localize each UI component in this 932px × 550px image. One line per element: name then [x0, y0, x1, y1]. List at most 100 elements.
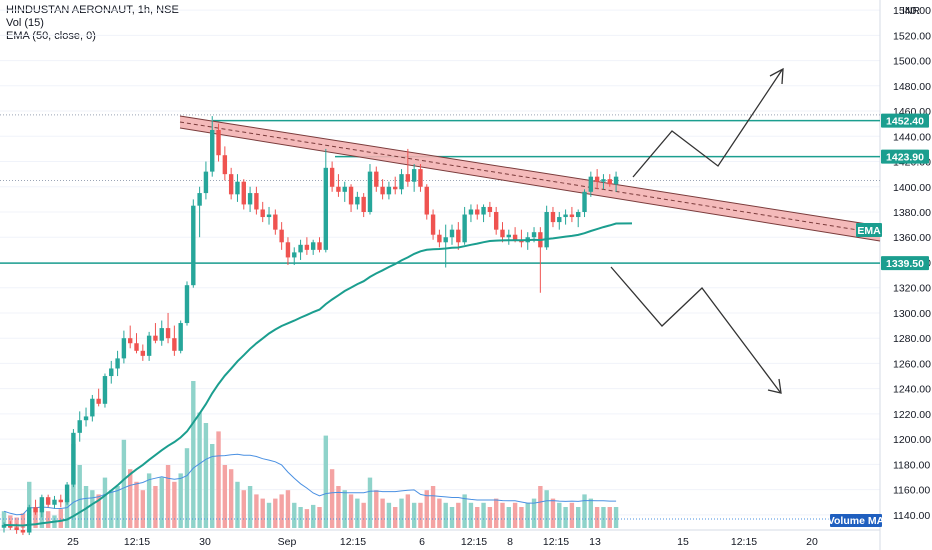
candle-body — [323, 167, 329, 250]
candle-body — [191, 205, 196, 286]
candle-body — [247, 193, 253, 205]
volume-bar — [197, 412, 202, 528]
candle-body — [380, 186, 385, 195]
scenario-arrows — [610, 67, 784, 394]
candle-body — [241, 181, 246, 205]
price-tick-label: 1140.00 — [893, 510, 930, 522]
channel-midline — [179, 121, 881, 234]
candle-body — [260, 209, 265, 218]
volume-bar — [323, 435, 329, 528]
candle-body — [184, 285, 190, 324]
volume-bar — [102, 477, 108, 528]
candle-body — [58, 499, 63, 503]
volume-bar — [342, 490, 347, 528]
volume-bar — [159, 477, 164, 528]
ema-path — [3, 222, 633, 527]
volume-bar — [317, 507, 322, 528]
price-tick-label: 1400.00 — [893, 182, 931, 194]
time-tick-label: 12:15 — [731, 536, 757, 548]
candle-body — [39, 497, 45, 513]
price-level-tag-label: 1339.50 — [886, 258, 924, 270]
volume-bar — [172, 481, 177, 528]
candle-body — [128, 338, 133, 344]
candle-body — [531, 232, 537, 238]
candle-body — [405, 174, 411, 182]
volume-bar — [279, 494, 284, 528]
candle-body — [96, 398, 101, 404]
volume-bar — [607, 507, 612, 528]
volume-bar — [512, 502, 518, 528]
candle-body — [77, 420, 82, 433]
volume-bar — [393, 507, 398, 528]
price-level-tag — [881, 113, 929, 128]
descending-channel — [179, 115, 881, 242]
volume-bar — [456, 502, 461, 528]
candle-body — [424, 186, 429, 215]
candle-body — [430, 214, 436, 235]
volume-bar — [525, 502, 530, 528]
candle-body — [235, 181, 240, 195]
volume-bar — [550, 498, 556, 528]
volume-bar — [228, 469, 234, 528]
price-tick-label: 1440.00 — [893, 131, 931, 143]
price-tick-label: 1360.00 — [893, 232, 931, 244]
volume-bar — [481, 502, 486, 528]
candle-body — [279, 229, 284, 243]
volume-bar — [538, 486, 543, 528]
volume-bar — [298, 507, 303, 528]
candle-body — [273, 214, 278, 230]
volume-bar — [266, 502, 272, 528]
price-tick-label: 1240.00 — [893, 384, 931, 396]
volume-bar — [462, 494, 467, 528]
candle-body — [90, 398, 95, 417]
price-tick-label: 1160.00 — [893, 485, 930, 497]
candle-body — [374, 171, 379, 187]
volume-bar — [569, 502, 575, 528]
volume-bar — [487, 507, 493, 528]
axis-tags: 1452.40 1423.90 1339.50 EMA Volume MA — [828, 113, 929, 527]
channel-lower-edge — [179, 127, 881, 242]
candle-body — [411, 169, 417, 182]
candle-body — [336, 186, 341, 192]
currency-label: INR — [902, 5, 921, 17]
time-tick-label: 13 — [589, 536, 601, 548]
volume-bar — [20, 513, 26, 528]
time-tick-label: 20 — [806, 536, 818, 548]
candle-body — [367, 171, 373, 212]
volume-bar — [613, 507, 619, 528]
candle-body — [27, 507, 32, 533]
volume-bar — [506, 507, 511, 528]
volume-bar — [576, 507, 581, 528]
volume-bar — [45, 511, 51, 528]
volume-bar — [386, 502, 392, 528]
volume-bar — [582, 494, 587, 528]
price-tick-label: 1200.00 — [893, 434, 931, 446]
price-tick-label: 1280.00 — [893, 333, 931, 345]
candle-body — [582, 191, 587, 212]
candle-body — [134, 343, 139, 351]
volume-bar — [563, 507, 568, 528]
volume-bar — [310, 504, 316, 528]
volume-bar — [121, 439, 127, 528]
price-level-tag — [881, 256, 929, 271]
volume-bar — [83, 486, 89, 528]
candle-body — [121, 338, 127, 359]
candle-body — [178, 323, 183, 351]
price-tick-label: 1500.00 — [893, 56, 931, 68]
candle-body — [493, 212, 499, 230]
candle-body — [210, 129, 215, 172]
candle-body — [159, 328, 164, 341]
candle-body — [468, 209, 474, 215]
price-tick-label: 1260.00 — [893, 358, 931, 370]
volume-bar — [165, 465, 171, 528]
candle-body — [310, 242, 316, 250]
time-tick-label: 12:15 — [340, 536, 366, 548]
candle-body — [386, 186, 392, 195]
volume-bar — [443, 502, 448, 528]
price-tick-label: 1540.00 — [893, 5, 931, 17]
volume-bar — [594, 507, 600, 528]
volume-bar — [77, 465, 82, 528]
candle-body — [588, 176, 594, 192]
candle-body — [228, 174, 234, 195]
